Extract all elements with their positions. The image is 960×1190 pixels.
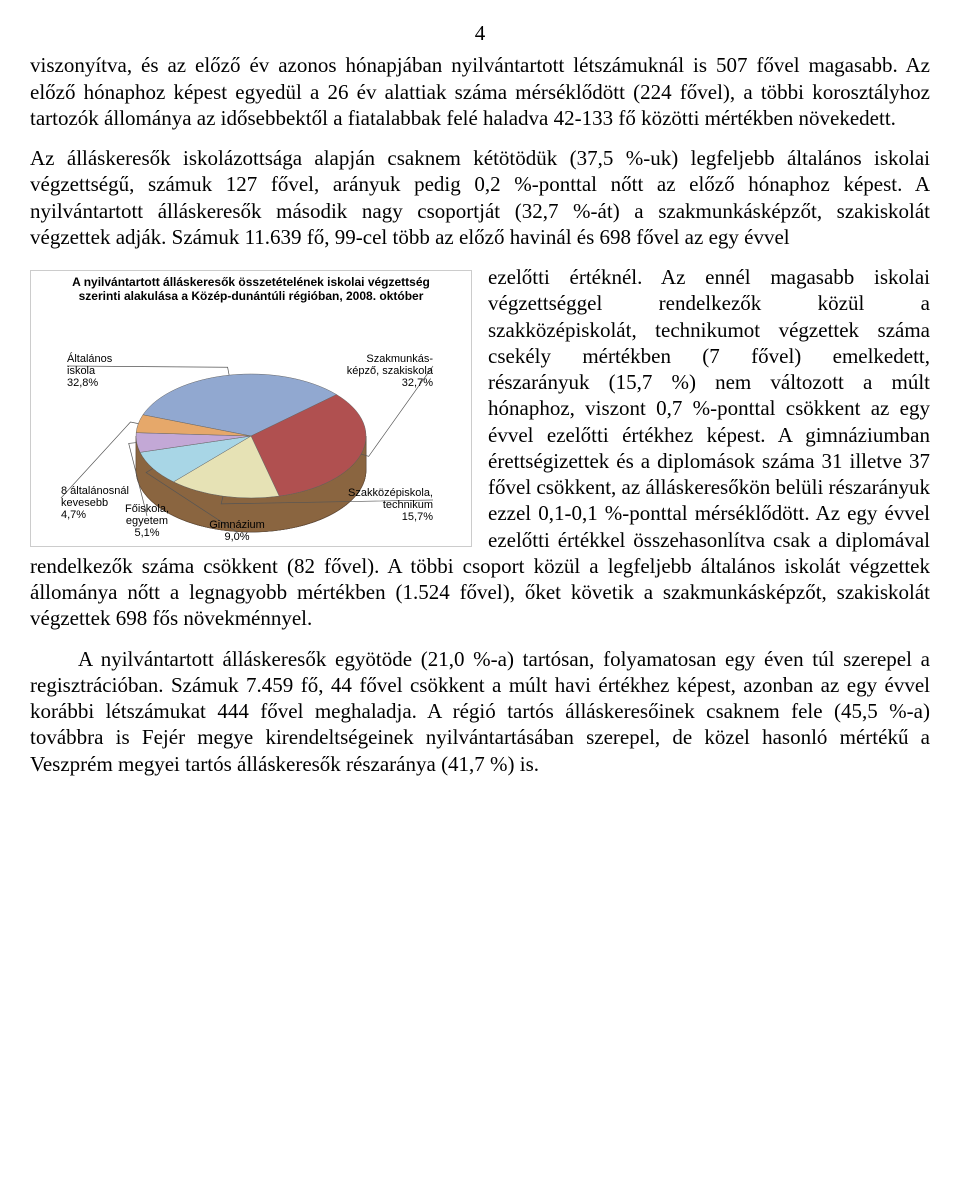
paragraph-1: viszonyítva, és az előző év azonos hónap… (30, 52, 930, 131)
para2-pre-text: Az álláskeresők iskolázottsága alapján c… (30, 146, 930, 249)
chart-label-kevesebb8-l1: kevesebb (61, 497, 108, 509)
paragraph-3: A nyilvántartott álláskeresők egyötöde (… (30, 646, 930, 777)
chart-label-altalanos-l0: Általános (67, 352, 113, 365)
chart-label-altalanos-l1: iskola (67, 365, 96, 377)
chart-label-gimnazium-l0: Gimnázium (209, 519, 265, 531)
chart-title-line1: A nyilvántartott álláskeresők összetétel… (72, 275, 430, 289)
chart-label-szakkozep-l0: Szakközépiskola, (348, 487, 433, 499)
chart-label-foiskola-l0: Főiskola, (125, 503, 169, 515)
chart-label-szakkozep-l1: technikum (383, 499, 433, 511)
chart-label-foiskola-l1: egyetem (126, 515, 168, 527)
chart-label-szakmunkas-l2: 32,7% (402, 377, 433, 389)
chart-label-altalanos-l2: 32,8% (67, 377, 98, 389)
pie-chart-education: A nyilvántartott álláskeresők összetétel… (30, 270, 472, 547)
chart-label-foiskola-l2: 5,1% (134, 527, 159, 539)
pie-chart-svg: Általánosiskola32,8% Szakmunkás-képző, sz… (31, 306, 469, 546)
chart-title: A nyilvántartott álláskeresők összetétel… (31, 271, 471, 306)
chart-label-gimnazium-l1: 9,0% (224, 531, 249, 543)
page-number: 4 (30, 20, 930, 46)
para2-post-a: ezelőtti értéknél. Az ennél magasabb isk… (488, 265, 930, 447)
paragraph-2-intro: Az álláskeresők iskolázottsága alapján c… (30, 145, 930, 250)
chart-label-szakmunkas-l1: képző, szakiskola (347, 365, 434, 377)
chart-label-kevesebb8-l2: 4,7% (61, 509, 86, 521)
chart-label-szakmunkas-l0: Szakmunkás- (366, 353, 433, 365)
chart-title-line2: szerinti alakulása a Közép-dunántúli rég… (79, 289, 424, 303)
chart-label-kevesebb8-l0: 8 általánosnál (61, 485, 129, 497)
chart-label-szakkozep-l2: 15,7% (402, 511, 433, 523)
